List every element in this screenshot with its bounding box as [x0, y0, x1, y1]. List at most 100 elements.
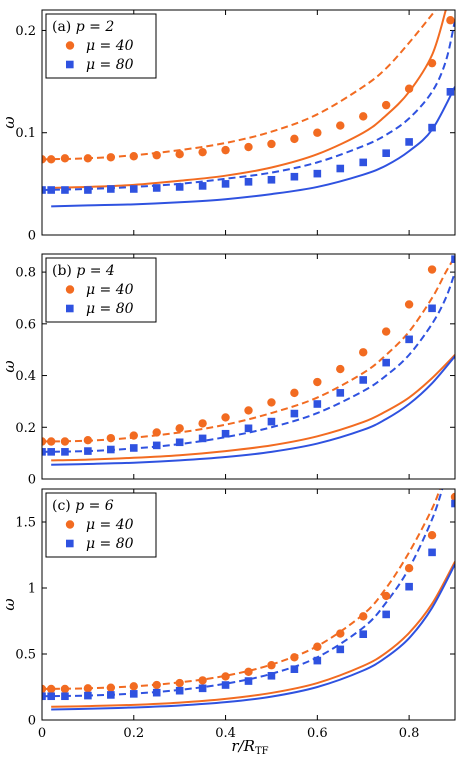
data-point-mu80: [47, 186, 55, 194]
data-point-mu40: [381, 100, 391, 110]
data-point-mu80: [61, 692, 69, 701]
data-point-mu40: [221, 145, 230, 155]
y-tick-label: 0.1: [15, 126, 36, 141]
data-point-mu80: [244, 424, 253, 433]
data-point-mu40: [46, 684, 56, 694]
data-point-mu80: [359, 376, 368, 384]
data-point-mu40: [129, 682, 138, 691]
data-point-mu40: [336, 364, 345, 374]
data-point-mu80: [84, 447, 92, 455]
data-point-mu80: [47, 448, 55, 456]
data-point-mu40: [336, 121, 345, 130]
legend-marker-square: [66, 539, 74, 548]
data-point-mu40: [404, 300, 414, 309]
curve-solid-2: [51, 561, 455, 708]
data-point-mu40: [175, 678, 184, 688]
data-point-mu40: [267, 661, 276, 670]
data-point-mu80: [446, 88, 455, 96]
data-point-mu80: [61, 448, 69, 456]
data-point-mu80: [42, 186, 46, 194]
data-point-mu80: [336, 645, 345, 654]
data-point-mu40: [313, 642, 322, 651]
data-point-mu80: [382, 358, 390, 367]
data-point-mu40: [267, 398, 276, 407]
y-axis-label: ω: [0, 116, 18, 128]
data-point-mu80: [152, 184, 161, 192]
data-point-mu40: [83, 154, 93, 163]
data-point-mu80: [152, 441, 161, 450]
data-point-mu40: [152, 680, 161, 690]
data-point-mu40: [290, 653, 299, 662]
data-point-mu80: [267, 671, 276, 680]
legend-param: p = 6: [75, 498, 114, 514]
data-point-mu80: [405, 138, 413, 146]
data-point-mu40: [42, 155, 47, 164]
data-point-mu80: [382, 610, 390, 619]
legend-marker-circle: [65, 285, 75, 294]
legend-title: (c) p = 6: [52, 498, 114, 514]
data-point-mu40: [290, 134, 299, 144]
data-point-mu40: [404, 84, 414, 93]
data-point-mu80: [405, 335, 413, 344]
data-point-mu80: [198, 182, 207, 190]
data-point-mu80: [129, 444, 138, 452]
data-point-mu40: [83, 436, 93, 445]
data-point-mu40: [198, 419, 207, 428]
y-tick-label: 0: [28, 229, 36, 244]
panel-b: 0 0.2 0.4 0.6 0.8 ω (b) p = 4 μ = 40 μ = 80: [0, 253, 456, 488]
data-point-mu80: [84, 186, 92, 194]
y-axis-label: ω: [0, 360, 18, 372]
data-point-mu80: [198, 434, 207, 443]
data-point-mu80: [107, 445, 115, 454]
panel-a: 0 0.1 0.2 ω (a) p = 2 μ = 40 μ = 80: [0, 9, 456, 244]
data-point-mu80: [244, 178, 253, 186]
panel-label: (a): [52, 19, 76, 35]
y-tick-label: 0: [28, 473, 36, 488]
data-point-mu40: [313, 128, 322, 137]
x-axis-label: r/RTF: [231, 737, 268, 757]
data-point-mu40: [336, 629, 345, 638]
data-point-mu80: [107, 185, 115, 193]
legend-box: [45, 257, 157, 323]
panel-c: 0 0.2 0.4 0.6 0.8 0 0.5 1 1.5 ω (c) p = 6 μ = 40 μ =…: [0, 488, 456, 741]
data-point-mu80: [129, 185, 138, 193]
data-point-mu80: [47, 692, 55, 701]
data-point-mu80: [42, 692, 46, 701]
data-point-mu40: [244, 406, 253, 415]
data-point-mu80: [313, 656, 322, 665]
x-axis-label-r: r/R: [231, 737, 255, 755]
legend-entry: μ = 40: [86, 38, 134, 54]
x-axis-label-sub: TF: [255, 746, 269, 757]
data-point-mu40: [221, 413, 230, 422]
data-point-mu80: [290, 409, 299, 418]
data-point-mu80: [428, 304, 436, 313]
data-point-mu80: [175, 183, 184, 191]
data-point-mu40: [129, 431, 138, 440]
data-point-mu40: [152, 151, 161, 160]
legend-marker-circle: [65, 41, 75, 50]
data-point-mu40: [404, 564, 414, 573]
y-tick-label: 0.8: [15, 266, 36, 281]
data-point-mu40: [46, 437, 56, 446]
y-tick-label: 0: [28, 714, 36, 729]
data-point-mu80: [267, 417, 276, 426]
plot-frame: [41, 488, 456, 721]
legend-param: p = 2: [76, 19, 115, 35]
curve-solid-3: [51, 563, 455, 711]
x-tick-label: 0.6: [307, 726, 328, 741]
legend-param: p = 4: [76, 263, 115, 279]
x-tick-label: 0.8: [399, 726, 420, 741]
legend-title: (a) p = 2: [52, 19, 114, 35]
data-point-mu80: [221, 180, 230, 188]
data-point-mu40: [175, 150, 184, 159]
y-tick-label: 0.5: [15, 648, 36, 663]
data-point-mu40: [198, 147, 207, 157]
data-point-mu40: [221, 672, 230, 681]
data-point-mu80: [61, 186, 69, 194]
data-point-mu80: [451, 255, 455, 263]
data-point-mu80: [152, 688, 161, 697]
data-point-mu40: [106, 433, 116, 443]
plot-frame: [41, 9, 456, 236]
data-point-mu40: [446, 16, 455, 25]
